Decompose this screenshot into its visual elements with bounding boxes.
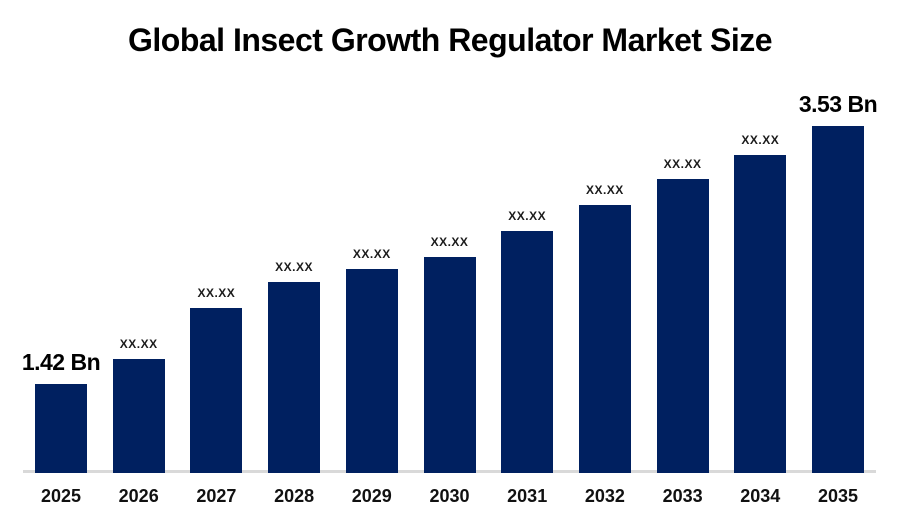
x-axis-tick-label: 2035: [817, 486, 859, 506]
bar-value-label: XX.XX: [430, 235, 469, 249]
bar: [812, 126, 864, 473]
x-axis-tick-label: 2034: [740, 486, 781, 506]
x-axis-tick-label: 2033: [662, 486, 703, 506]
bar-group: 3.53 Bn 2035: [790, 0, 886, 525]
bar-group: XX.XX 2028: [246, 0, 342, 525]
bar: [423, 257, 476, 473]
bar: [501, 231, 554, 473]
bar-value-label: XX.XX: [275, 260, 314, 274]
bar: [268, 282, 321, 473]
bar-group: XX.XX 2031: [479, 0, 575, 525]
bar: [734, 155, 787, 473]
bar-value-label: XX.XX: [508, 209, 547, 223]
bar-value-label: XX.XX: [197, 286, 236, 300]
chart-title: Global Insect Growth Regulator Market Si…: [127, 22, 773, 58]
x-axis-tick-label: 2025: [40, 486, 82, 506]
x-axis-tick-label: 2028: [274, 486, 315, 506]
bar-group: XX.XX 2033: [635, 0, 731, 525]
bar: [112, 359, 165, 473]
bar-value-label: XX.XX: [585, 183, 624, 197]
bar-value-label: XX.XX: [663, 157, 702, 171]
bar-value-label: 1.42 Bn: [21, 349, 101, 375]
bar: [35, 384, 87, 473]
bar: [578, 205, 631, 473]
bar-group: XX.XX 2034: [712, 0, 808, 525]
x-axis-tick-label: 2030: [429, 486, 470, 506]
x-axis-tick-label: 2032: [584, 486, 625, 506]
bar-group: XX.XX 2026: [91, 0, 187, 525]
bar: [345, 269, 398, 473]
bar: [190, 308, 243, 473]
bar-value-label: XX.XX: [741, 133, 780, 147]
bar-group: XX.XX 2032: [557, 0, 653, 525]
bar-group: 1.42 Bn 2025: [13, 0, 109, 525]
bar-value-label: XX.XX: [119, 337, 158, 351]
x-axis-tick-label: 2027: [196, 486, 237, 506]
x-axis-tick-label: 2026: [118, 486, 159, 506]
bar-value-label: XX.XX: [352, 247, 391, 261]
x-axis-tick-label: 2029: [351, 486, 392, 506]
bar-group: XX.XX 2027: [168, 0, 264, 525]
bar-group: XX.XX 2030: [402, 0, 498, 525]
bar-value-label: 3.53 Bn: [798, 91, 878, 117]
bar-group: XX.XX 2029: [324, 0, 420, 525]
x-axis-tick-label: 2031: [507, 486, 548, 506]
bar: [656, 179, 709, 473]
